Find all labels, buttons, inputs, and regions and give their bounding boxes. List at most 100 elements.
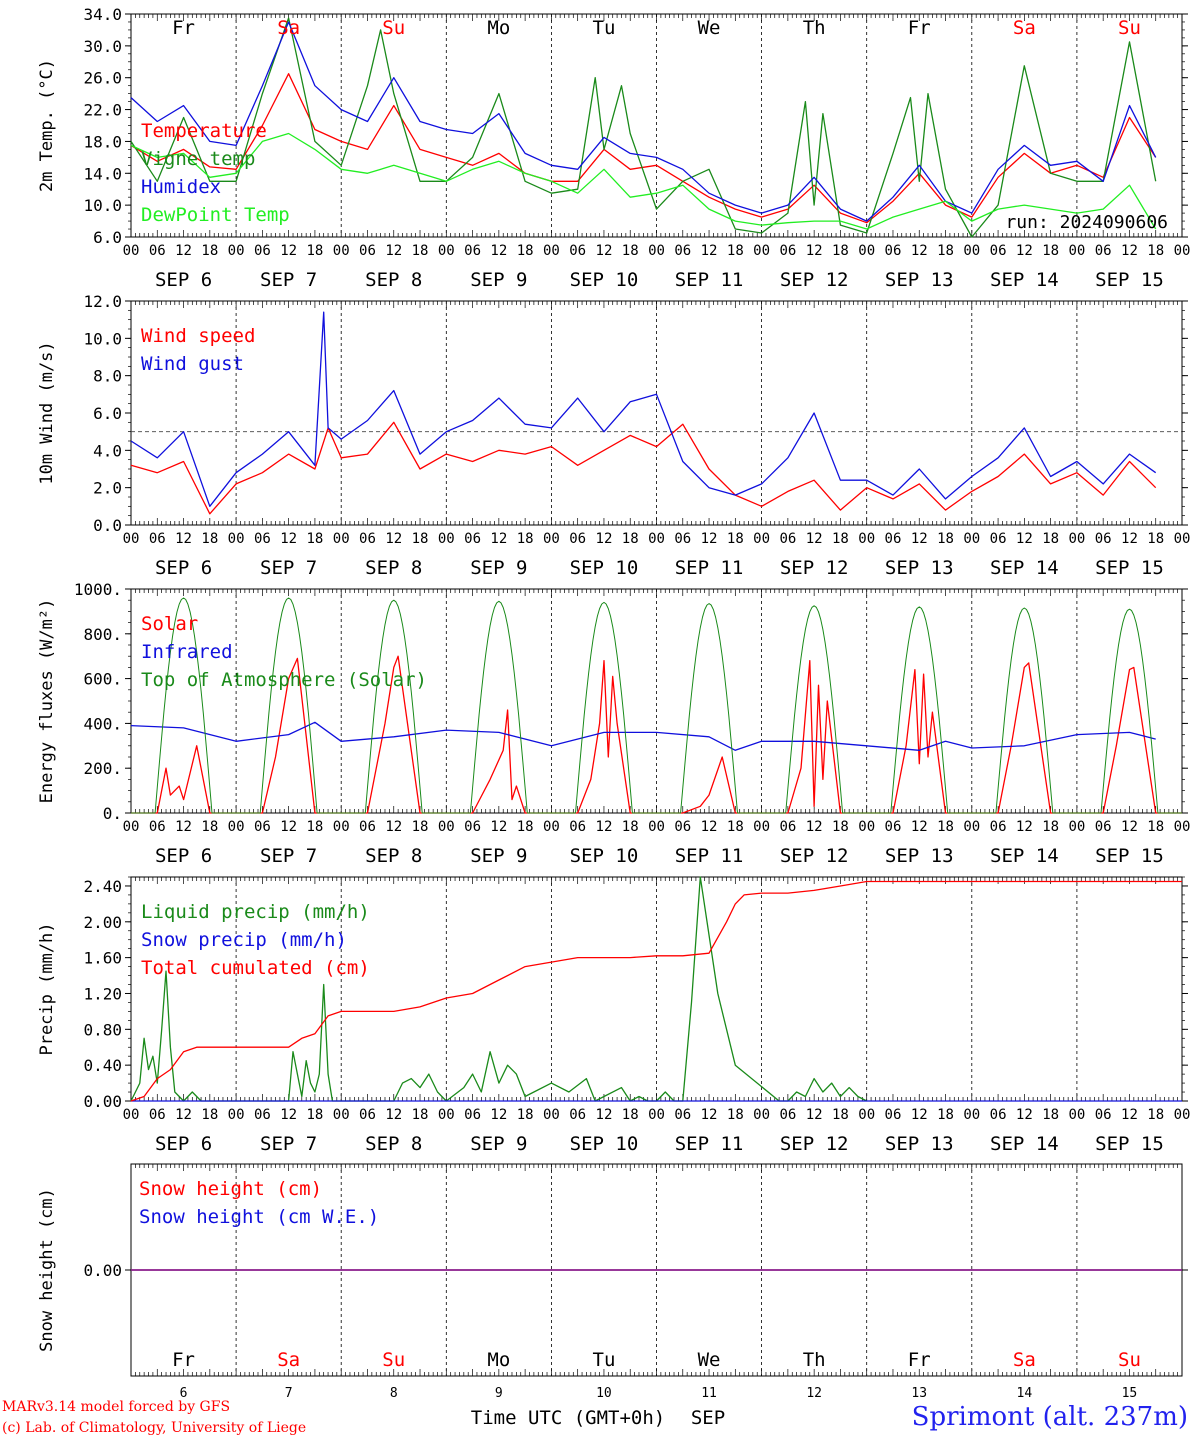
x-hour-label: 06 (885, 1107, 902, 1123)
x-hour-label: 12 (175, 819, 192, 835)
x-date-label: SEP 9 (470, 557, 527, 579)
x-hour-label: 06 (674, 819, 691, 835)
x-date-label: SEP 12 (780, 845, 849, 867)
series-vigne-temp (130, 17, 1157, 238)
y-tick-label: 2.40 (83, 877, 122, 896)
x-date-label: SEP 8 (365, 1133, 422, 1155)
x-hour-label: 06 (1095, 1107, 1112, 1123)
x-hour-label: 06 (1095, 819, 1112, 835)
x-hour-label: 06 (990, 531, 1007, 547)
x-hour-label: 18 (517, 819, 534, 835)
x-date-label: SEP 11 (675, 1133, 744, 1155)
x-date-label: SEP 14 (990, 269, 1059, 291)
x-hour-label: 18 (727, 243, 744, 259)
x-hour-label: 00 (543, 819, 560, 835)
legend-wind-gust: Wind gust (141, 353, 244, 375)
x-hour-label: 00 (1174, 819, 1191, 835)
x-hour-label: 12 (701, 243, 718, 259)
x-date-label: SEP 11 (675, 269, 744, 291)
series-solar (761, 660, 867, 814)
series-temperature (130, 73, 1157, 224)
series-solar (866, 668, 972, 814)
x-hour-label: 06 (149, 819, 166, 835)
legend-solar: Solar (141, 613, 198, 635)
legend-total-cumulated-cm: Total cumulated (cm) (141, 957, 370, 979)
x-date-label: SEP 11 (675, 557, 744, 579)
x-hour-label: 06 (569, 1107, 586, 1123)
day-of-week-label: Th (803, 17, 826, 39)
y-axis-label: Energy fluxes (W/m²) (37, 599, 57, 804)
x-date-label: SEP 8 (365, 269, 422, 291)
x-hour-label: 06 (254, 819, 271, 835)
series-dewpoint-temp (130, 132, 1157, 230)
x-hour-label: 00 (438, 819, 455, 835)
x-date-label: SEP 8 (365, 557, 422, 579)
x-hour-label: 06 (149, 531, 166, 547)
x-hour-label: 12 (701, 531, 718, 547)
x-hour-label: 18 (832, 1107, 849, 1123)
x-hour-label: 18 (412, 531, 429, 547)
x-hour-label: 12 (1121, 531, 1138, 547)
x-hour-label: 06 (779, 531, 796, 547)
x-hour-label: 00 (648, 1107, 665, 1123)
x-date-label: SEP 10 (570, 1133, 639, 1155)
x-hour-label: 06 (1095, 243, 1112, 259)
x-hour-label: 12 (1016, 819, 1033, 835)
x-hour-label: 18 (306, 531, 323, 547)
x-date-label: SEP 15 (1095, 845, 1164, 867)
day-of-week-label: Sa (1013, 17, 1036, 39)
x-hour-label: 00 (438, 531, 455, 547)
x-date-label: SEP 7 (260, 1133, 317, 1155)
x-hour-label: 00 (648, 531, 665, 547)
x-day-number: 8 (390, 1386, 398, 1401)
day-of-week-label: Th (803, 1349, 826, 1371)
day-of-week-label: Sa (1013, 1349, 1036, 1371)
x-date-label: SEP 7 (260, 845, 317, 867)
y-tick-label: 0.00 (83, 1092, 122, 1111)
x-hour-label: 12 (596, 819, 613, 835)
panel-2: 0.0 2.0 4.0 6.0 8.0 10.0 12.0 10m Wind (m/s) Win… (37, 292, 1190, 579)
x-hour-label: 06 (149, 243, 166, 259)
x-date-label: SEP 14 (990, 557, 1059, 579)
x-hour-label: 00 (1174, 1107, 1191, 1123)
y-tick-label: 0.40 (83, 1056, 122, 1075)
x-hour-label: 18 (201, 819, 218, 835)
x-date-label: SEP 10 (570, 845, 639, 867)
x-date-label: SEP 11 (675, 845, 744, 867)
x-hour-label: 00 (648, 243, 665, 259)
series-solar (1076, 666, 1182, 814)
legend-dewpoint-temp: DewPoint Temp (141, 204, 290, 226)
x-hour-label: 06 (674, 531, 691, 547)
x-hour-label: 00 (963, 1107, 980, 1123)
x-hour-label: 12 (911, 1107, 928, 1123)
x-hour-label: 06 (885, 819, 902, 835)
legend-snow-height-cm-w-e: Snow height (cm W.E.) (139, 1206, 379, 1228)
day-of-week-label: Su (382, 1349, 405, 1371)
x-hour-label: 12 (911, 819, 928, 835)
y-tick-label: 14.0 (83, 164, 122, 183)
x-date-label: SEP 12 (780, 1133, 849, 1155)
y-tick-label: 0. (103, 804, 122, 823)
x-hour-label: 18 (727, 531, 744, 547)
x-date-label: SEP 6 (155, 845, 212, 867)
x-day-number: 6 (180, 1386, 188, 1401)
y-tick-label: 6.0 (93, 228, 122, 247)
x-hour-label: 12 (911, 531, 928, 547)
day-of-week-label: We (698, 17, 721, 39)
x-hour-label: 12 (701, 819, 718, 835)
x-hour-label: 12 (490, 819, 507, 835)
x-hour-label: 18 (727, 1107, 744, 1123)
y-tick-label: 1.60 (83, 949, 122, 968)
x-hour-label: 12 (596, 243, 613, 259)
day-of-week-label: Sa (277, 1349, 300, 1371)
legend-vigne-temp: Vigne temp (141, 148, 255, 170)
day-of-week-label: Su (1118, 17, 1141, 39)
x-hour-label: 00 (963, 531, 980, 547)
y-axis-label: Precip (mm/h) (37, 922, 57, 1055)
x-date-label: SEP 9 (470, 1133, 527, 1155)
day-of-week-label: Fr (908, 17, 931, 39)
x-hour-label: 06 (779, 819, 796, 835)
x-hour-label: 00 (1174, 243, 1191, 259)
x-hour-label: 18 (412, 1107, 429, 1123)
